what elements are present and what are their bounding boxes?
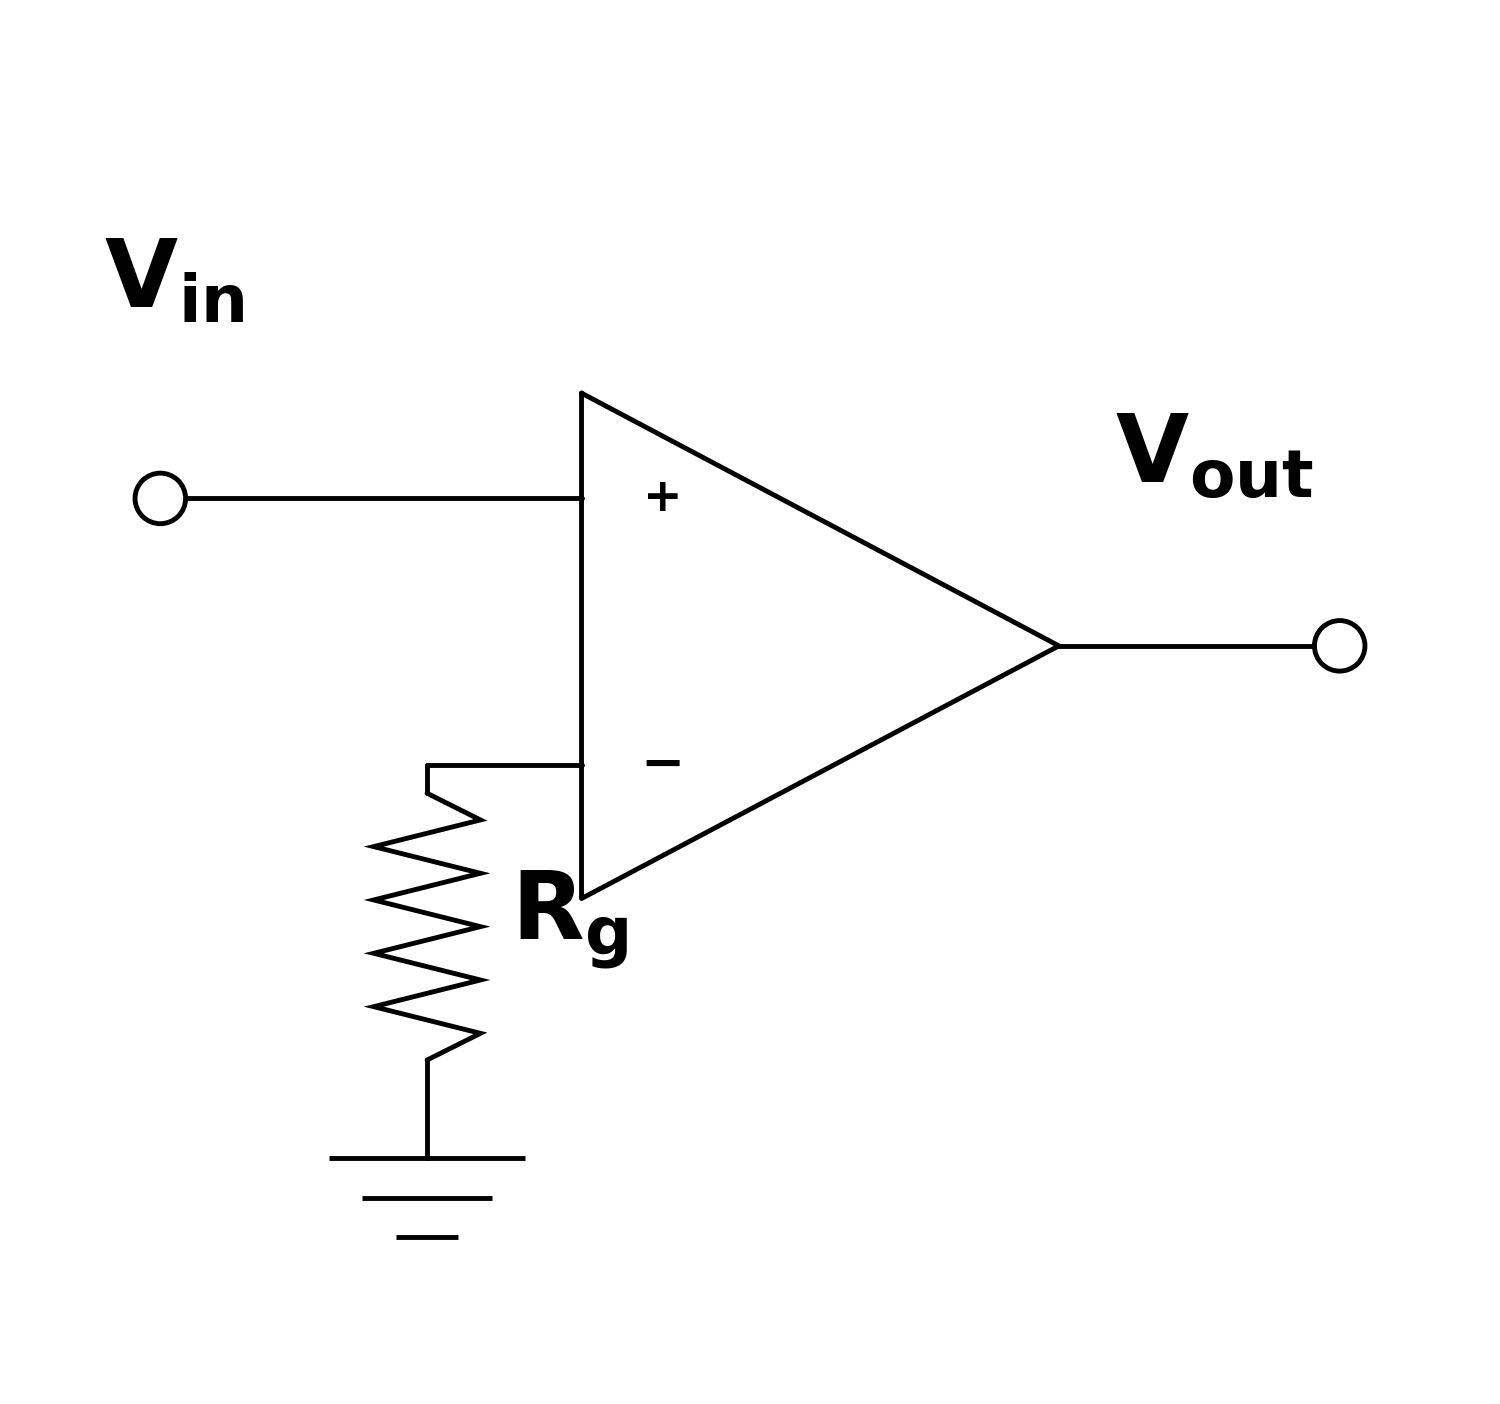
Text: $\mathbf{R_g}$: $\mathbf{R_g}$ xyxy=(512,868,628,972)
Text: $\mathbf{V_{out}}$: $\mathbf{V_{out}}$ xyxy=(1114,410,1314,503)
Text: +: + xyxy=(644,476,682,521)
Text: −: − xyxy=(640,739,686,792)
Text: $\mathbf{V_{in}}$: $\mathbf{V_{in}}$ xyxy=(104,234,244,327)
